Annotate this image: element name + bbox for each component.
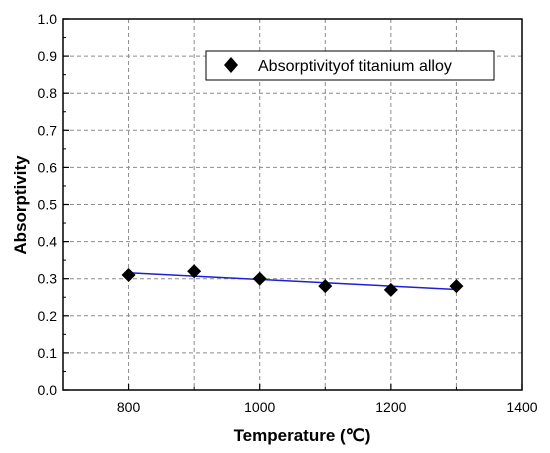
data-point-diamond (187, 264, 202, 279)
x-tick-label: 1000 (244, 399, 275, 415)
data-points (121, 264, 464, 297)
data-point-diamond (318, 279, 333, 294)
y-tick-label: 0.6 (38, 159, 58, 175)
y-tick-label: 0.4 (38, 234, 58, 250)
data-point-diamond (449, 279, 464, 294)
y-tick-label: 0.7 (38, 122, 58, 138)
fit-line (128, 272, 457, 291)
data-point-diamond (121, 267, 136, 282)
x-tick-label: 800 (117, 399, 141, 415)
y-tick-label: 0.0 (38, 382, 58, 398)
fit-line-group (128, 272, 457, 291)
y-tick-label: 0.2 (38, 308, 58, 324)
y-tick-label: 0.1 (38, 345, 58, 361)
legend-label: Absorptivityof titanium alloy (258, 58, 452, 75)
y-tick-label: 1.0 (38, 11, 58, 27)
y-tick-label: 0.3 (38, 271, 58, 287)
legend: Absorptivityof titanium alloy (205, 50, 495, 81)
x-tick-label: 1400 (506, 399, 537, 415)
y-axis-ticks: 0.0 0.1 0.2 0.3 0.4 0.5 0.6 0.7 0.8 0.9 1.0 (38, 11, 69, 398)
y-tick-label: 0.9 (38, 48, 58, 64)
grid (63, 19, 522, 390)
x-axis-title: Temperature (℃) (234, 426, 371, 445)
x-axis-ticks: 800 1000 1200 1400 (117, 384, 538, 415)
x-tick-label: 1200 (375, 399, 406, 415)
legend-box (205, 50, 495, 81)
y-axis-title: Absorptivity (11, 155, 30, 255)
data-point-diamond (383, 282, 398, 297)
data-point-diamond (252, 271, 267, 286)
legend-marker-diamond (224, 57, 238, 73)
y-tick-label: 0.8 (38, 85, 58, 101)
y-tick-label: 0.5 (38, 197, 58, 213)
